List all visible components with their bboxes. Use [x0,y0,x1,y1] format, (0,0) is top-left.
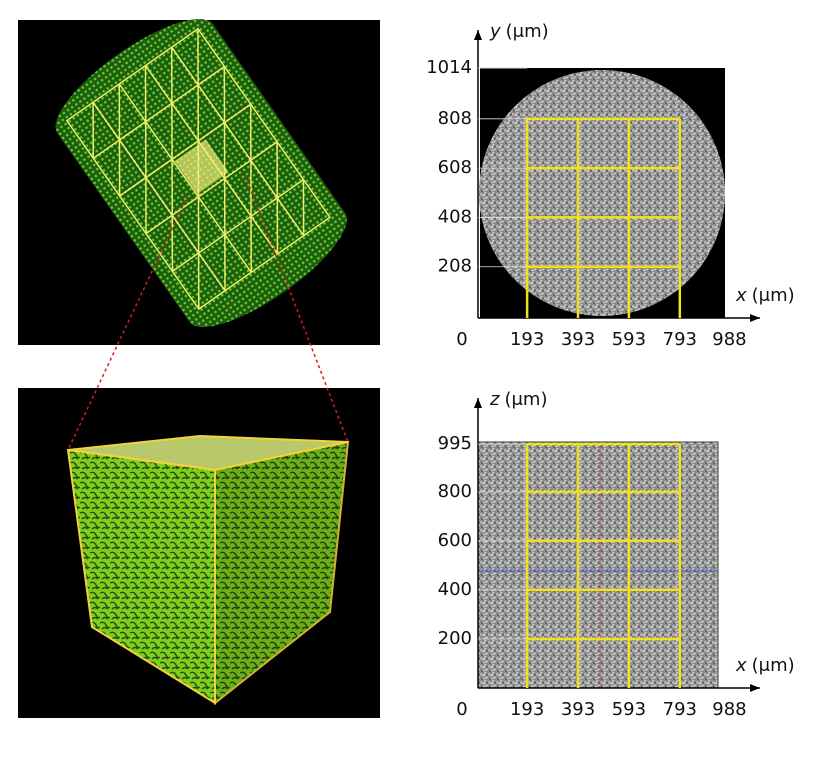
xy-slice-disk [479,70,725,316]
arrow [750,314,760,322]
axis-variable: x [735,655,747,676]
x-tick-label: 593 [612,699,646,720]
axis-unit: (μm) [506,21,549,42]
x-tick-label: 393 [561,699,595,720]
y-tick-label: 200 [438,628,472,649]
axis-variable: z [489,389,500,410]
x-tick-label: 593 [612,329,646,350]
y-axis-label: y (μm) [489,21,549,42]
y-tick-label: 400 [438,579,472,600]
x-tick-label: 793 [663,329,697,350]
x-tick-label: 988 [712,329,746,350]
y-tick-label: 995 [438,433,472,454]
cylinder [55,19,347,328]
cube [66,434,350,706]
x-tick-label: 193 [510,329,544,350]
y-tick-label: 808 [438,108,472,129]
x-tick-label: 0 [456,699,467,720]
x-tick-label: 793 [663,699,697,720]
axis-unit: (μm) [504,389,547,410]
zoom-connector [67,174,349,451]
xz-slice [477,441,719,689]
y-tick-label: 208 [438,256,472,277]
y-axis-label: z (μm) [489,389,547,410]
x-tick-label: 0 [456,329,467,350]
arrow [474,30,482,40]
y-tick-label: 408 [438,206,472,227]
x-axis-label: x (μm) [735,655,795,676]
y-tick-label: 1014 [426,57,472,78]
axis-variable: y [489,21,501,42]
x-axis-label: x (μm) [735,285,795,306]
arrow [750,684,760,692]
x-tick-label: 393 [561,329,595,350]
axis-unit: (μm) [752,655,795,676]
y-tick-label: 600 [438,530,472,551]
y-tick-label: 608 [438,157,472,178]
arrow [474,398,482,408]
axis-unit: (μm) [752,285,795,306]
x-tick-label: 193 [510,699,544,720]
x-tick-label: 988 [712,699,746,720]
y-tick-label: 800 [438,481,472,502]
axis-variable: x [735,285,747,306]
